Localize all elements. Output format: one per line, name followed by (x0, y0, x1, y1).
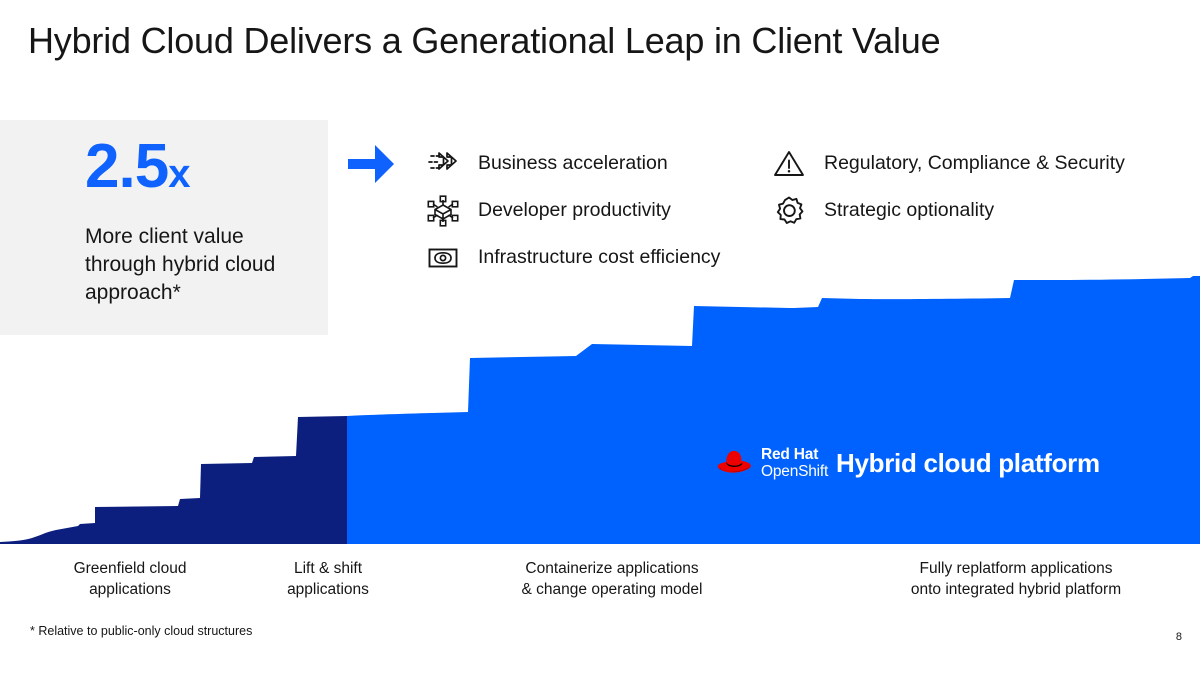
node-network-icon (424, 192, 462, 230)
stage-label-containerize: Containerize applications & change operat… (521, 560, 703, 598)
benefits-column-left: Business acceleration (424, 140, 774, 281)
benefit-item-strategic-optionality: Strategic optionality (770, 187, 1190, 234)
chart-series-blue (347, 276, 1200, 544)
benefit-item-regulatory-compliance-security: Regulatory, Compliance & Security (770, 140, 1190, 187)
platform-label: Hybrid cloud platform (836, 448, 1100, 478)
stage-label-lift-and-shift: Lift & shift applications (287, 560, 369, 598)
benefit-label: Infrastructure cost efficiency (478, 246, 721, 268)
footnote: * Relative to public-only cloud structur… (30, 624, 253, 638)
page-number: 8 (1175, 631, 1182, 643)
banknote-icon (424, 239, 462, 277)
stat-callout-panel: 2.5x More client value through hybrid cl… (0, 120, 328, 335)
benefit-item-business-acceleration: Business acceleration (424, 140, 774, 187)
stat-description: More client value through hybrid cloud a… (85, 225, 276, 304)
stage-label-greenfield: Greenfield cloud applications (73, 560, 187, 598)
stat-number: 2.5 (85, 132, 169, 201)
value-staircase-chart (0, 276, 1200, 546)
benefit-label: Developer productivity (478, 199, 671, 221)
red-hat-fedora-icon (716, 449, 754, 479)
benefits-column-right: Regulatory, Compliance & Security Strate… (770, 140, 1190, 234)
page-title: Hybrid Cloud Delivers a Generational Lea… (28, 20, 941, 61)
warning-triangle-icon (770, 145, 808, 183)
brand-line-1: Red Hat (761, 446, 819, 463)
red-hat-wordmark: Red Hat OpenShift (761, 446, 829, 480)
benefit-label: Regulatory, Compliance & Security (824, 152, 1125, 174)
stat-suffix: x (168, 152, 190, 196)
benefit-item-infrastructure-cost: Infrastructure cost efficiency (424, 234, 774, 281)
stat-value: 2.5x (85, 136, 190, 198)
brand-line-2: OpenShift (761, 462, 829, 480)
gear-icon (770, 192, 808, 230)
right-arrow-icon (348, 143, 394, 185)
acceleration-arrows-icon (424, 145, 462, 183)
stage-label-replatform: Fully replatform applications onto integr… (910, 560, 1122, 598)
red-hat-openshift-logo: Red Hat OpenShift (716, 446, 829, 480)
benefit-label: Business acceleration (478, 152, 668, 174)
chart-series-navy (0, 416, 347, 544)
benefit-item-developer-productivity: Developer productivity (424, 187, 774, 234)
benefit-label: Strategic optionality (824, 199, 995, 221)
